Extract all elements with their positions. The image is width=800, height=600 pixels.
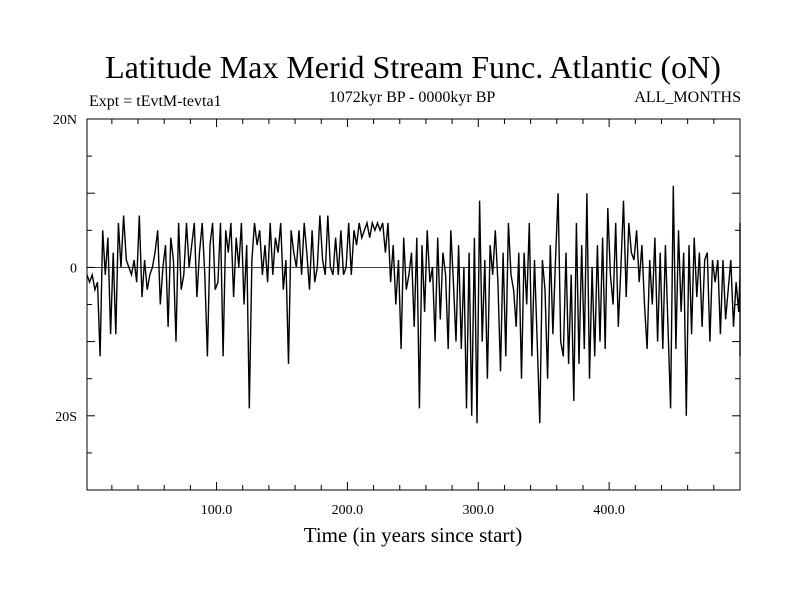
x-tick-label: 300.0 (463, 503, 495, 518)
x-tick-label: 200.0 (332, 503, 364, 518)
plot-frame (86, 118, 741, 491)
y-tick-label: 0 (70, 261, 77, 276)
experiment-label: Expt = tEvtM-tevta1 (89, 93, 222, 110)
x-tick-label: 100.0 (201, 503, 233, 518)
time-range-label: 1072kyr BP - 0000kyr BP (329, 89, 496, 106)
x-tick-label: 400.0 (593, 503, 625, 518)
y-tick-label: 20S (55, 410, 77, 425)
x-axis-label: Time (in years since start) (304, 523, 523, 547)
months-label: ALL_MONTHS (634, 89, 741, 106)
data-series-line (86, 185, 741, 424)
y-tick-label: 20N (53, 113, 77, 128)
chart-title: Latitude Max Merid Stream Func. Atlantic… (105, 49, 721, 85)
